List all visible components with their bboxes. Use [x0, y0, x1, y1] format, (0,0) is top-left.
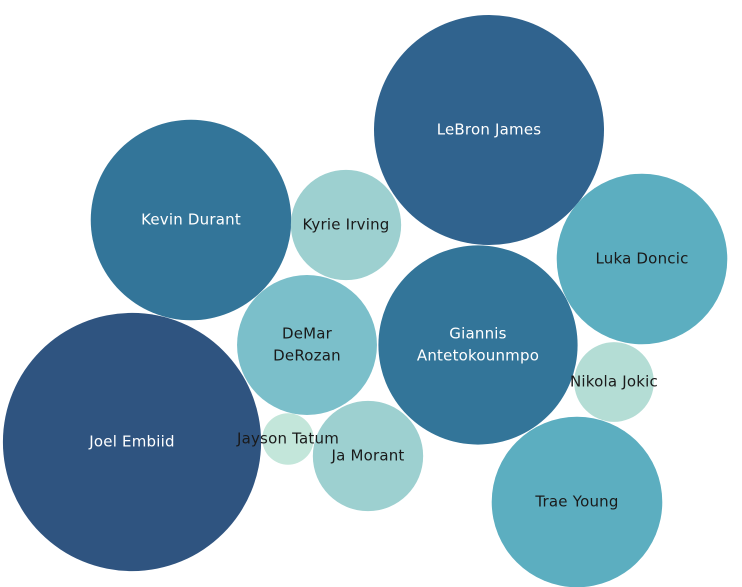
- bubble-label: Luka Doncic: [595, 250, 688, 268]
- bubble-circle[interactable]: [90, 119, 292, 321]
- bubble-label: Joel Embiid: [88, 433, 174, 451]
- bubble-circle[interactable]: [237, 275, 377, 415]
- bubble-trae-young[interactable]: Trae Young: [491, 416, 663, 587]
- bubble-circle[interactable]: [374, 15, 604, 245]
- bubble-giannis-antetokounmpo[interactable]: Giannis Antetokounmpo: [378, 245, 578, 445]
- bubble-label: Jayson Tatum: [236, 430, 339, 448]
- bubble-label: DeMar: [282, 325, 333, 343]
- bubble-circle[interactable]: [2, 312, 262, 572]
- bubble-jayson-tatum[interactable]: Jayson Tatum: [236, 413, 339, 465]
- bubble-ja-morant[interactable]: Ja Morant: [312, 400, 424, 512]
- bubble-circle[interactable]: [378, 245, 578, 445]
- bubble-label: Giannis: [449, 325, 506, 343]
- bubble-circle[interactable]: [290, 169, 402, 281]
- bubble-circle[interactable]: [312, 400, 424, 512]
- bubble-joel-embiid[interactable]: Joel Embiid: [2, 312, 262, 572]
- bubble-lebron-james[interactable]: LeBron James: [374, 15, 604, 245]
- bubble-label: LeBron James: [437, 121, 542, 139]
- bubble-label: Antetokounmpo: [417, 347, 539, 365]
- bubble-circle[interactable]: [262, 413, 314, 465]
- bubble-demar-derozan[interactable]: DeMar DeRozan: [237, 275, 377, 415]
- bubble-circle[interactable]: [574, 342, 654, 422]
- bubble-label: Nikola Jokic: [570, 373, 658, 391]
- bubble-luka-doncic[interactable]: Luka Doncic: [556, 173, 728, 345]
- bubble-circle[interactable]: [556, 173, 728, 345]
- bubble-nikola-jokic[interactable]: Nikola Jokic: [570, 342, 658, 422]
- bubble-label: Kevin Durant: [141, 211, 241, 229]
- bubble-label: DeRozan: [273, 347, 341, 365]
- bubble-kevin-durant[interactable]: Kevin Durant: [90, 119, 292, 321]
- bubble-kyrie-irving[interactable]: Kyrie Irving: [290, 169, 402, 281]
- bubble-circle[interactable]: [491, 416, 663, 587]
- bubble-label: Trae Young: [534, 493, 618, 511]
- bubble-label: Kyrie Irving: [302, 216, 389, 234]
- bubble-label: Ja Morant: [330, 447, 404, 465]
